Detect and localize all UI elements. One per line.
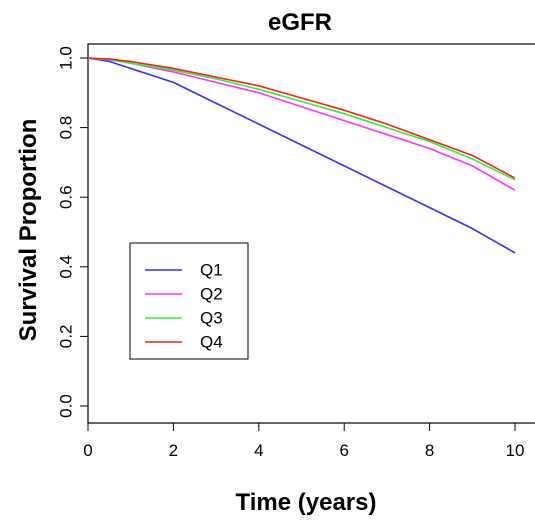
series-line-q2 (87, 57, 516, 191)
x-tick-label: 2 (169, 441, 178, 460)
legend-label-q1: Q1 (200, 261, 223, 280)
y-tick-label: 0.0 (57, 394, 76, 418)
x-axis-ticks: 0 2 4 6 8 10 (83, 423, 524, 460)
y-tick-label: 0.6 (57, 185, 76, 209)
series-line-q1 (87, 57, 516, 254)
y-tick-label: 0.2 (57, 325, 76, 349)
x-tick-label: 8 (425, 441, 434, 460)
series-line-q3 (87, 57, 516, 181)
x-axis-label: Time (years) (236, 489, 377, 516)
plot-frame (87, 43, 535, 424)
legend-label-q4: Q4 (200, 333, 223, 352)
y-tick-label: 1.0 (57, 46, 76, 70)
chart-title: eGFR (268, 9, 332, 36)
y-tick-label: 0.8 (57, 116, 76, 140)
y-axis-ticks: 0.0 0.2 0.4 0.6 0.8 1.0 (57, 46, 88, 418)
x-tick-label: 6 (339, 441, 348, 460)
legend-box (129, 242, 249, 360)
x-tick-label: 4 (254, 441, 263, 460)
series-line-q4 (87, 57, 516, 179)
y-tick-label: 0.4 (57, 255, 76, 279)
legend: Q1 Q2 Q3 Q4 (129, 242, 249, 360)
x-tick-label: 0 (83, 441, 92, 460)
series-lines (87, 57, 516, 254)
legend-label-q3: Q3 (200, 309, 223, 328)
x-tick-label: 10 (506, 441, 525, 460)
y-axis-label: Survival Proportion (15, 119, 42, 342)
legend-label-q2: Q2 (200, 285, 223, 304)
